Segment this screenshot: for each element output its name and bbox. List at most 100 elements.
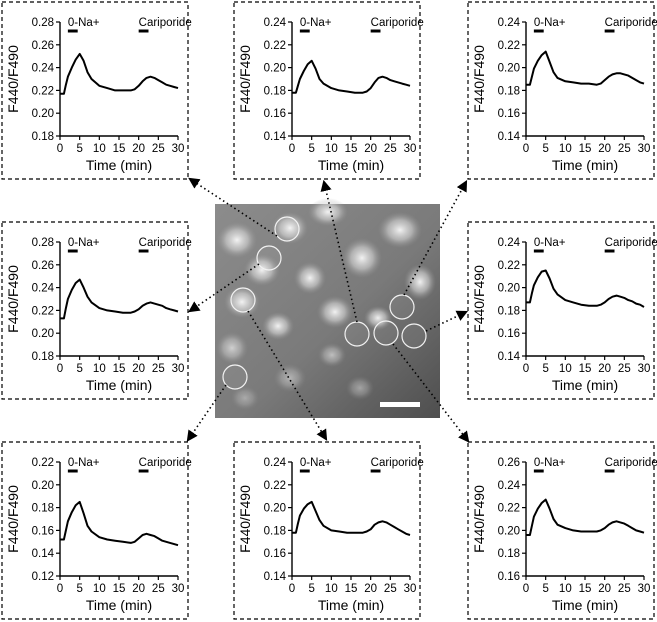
y-tick-label: 0.28 bbox=[32, 17, 54, 29]
y-tick-label: 0.24 bbox=[498, 237, 521, 249]
x-axis-title: Time (min) bbox=[86, 157, 152, 173]
pointer-arrows bbox=[186, 177, 470, 443]
y-tick-label: 0.22 bbox=[32, 305, 54, 317]
x-tick-label: 25 bbox=[618, 583, 631, 595]
trace-panel: 0 5 10 15 20 25 30 0.14 0.16 0.18 0.20 0.22 0.24 Time… bbox=[467, 1, 657, 180]
y-axis-title: F440/F490 bbox=[237, 45, 253, 113]
x-tick-label: 15 bbox=[579, 363, 592, 375]
x-tick-label: 20 bbox=[598, 363, 611, 375]
x-tick-label: 0 bbox=[289, 583, 295, 595]
x-tick-label: 5 bbox=[542, 143, 548, 155]
y-axis-title: F440/F490 bbox=[471, 45, 487, 113]
x-tick-label: 10 bbox=[325, 583, 338, 595]
x-tick-label: 10 bbox=[93, 363, 106, 375]
x-tick-label: 15 bbox=[113, 363, 126, 375]
x-tick-label: 5 bbox=[542, 583, 548, 595]
trace-panel: 0 5 10 15 20 25 30 0.14 0.16 0.18 0.20 0.22 0.24 Time… bbox=[233, 441, 424, 620]
roi-circle bbox=[373, 320, 399, 346]
y-tick-label: 0.22 bbox=[498, 40, 520, 52]
y-tick-label: 0.16 bbox=[498, 108, 520, 120]
x-tick-label: 15 bbox=[113, 143, 126, 155]
x-tick-label: 0 bbox=[523, 583, 529, 595]
x-axis-title: Time (min) bbox=[552, 157, 618, 173]
x-tick-label: 10 bbox=[559, 363, 572, 375]
stimulus-label: Cariporide bbox=[605, 237, 657, 249]
pointer-arrow bbox=[403, 180, 468, 296]
x-tick-label: 5 bbox=[308, 583, 314, 595]
panel-border bbox=[1, 1, 189, 180]
y-tick-label: 0.16 bbox=[498, 328, 520, 340]
y-tick-label: 0.14 bbox=[32, 548, 55, 560]
x-tick-label: 5 bbox=[76, 143, 82, 155]
y-axis-title: F440/F490 bbox=[471, 485, 487, 553]
x-tick-label: 30 bbox=[172, 143, 185, 155]
y-tick-label: 0.20 bbox=[32, 328, 54, 340]
y-tick-label: 0.18 bbox=[264, 85, 286, 97]
roi-circle bbox=[256, 245, 282, 271]
x-axis-title: Time (min) bbox=[86, 377, 152, 393]
x-tick-label: 0 bbox=[523, 363, 529, 375]
y-tick-label: 0.20 bbox=[32, 480, 54, 492]
stimulus-label: 0-Na+ bbox=[300, 457, 332, 469]
x-tick-label: 5 bbox=[76, 363, 82, 375]
y-tick-label: 0.22 bbox=[264, 480, 286, 492]
y-axis-title: F440/F490 bbox=[5, 485, 21, 553]
y-tick-label: 0.12 bbox=[32, 571, 54, 583]
y-tick-label: 0.18 bbox=[32, 503, 54, 515]
x-tick-label: 10 bbox=[325, 143, 338, 155]
y-tick-label: 0.16 bbox=[264, 108, 286, 120]
panel-border bbox=[233, 441, 421, 620]
panel-border bbox=[1, 221, 189, 400]
y-tick-label: 0.14 bbox=[498, 131, 521, 143]
x-tick-label: 0 bbox=[57, 363, 63, 375]
y-tick-label: 0.22 bbox=[498, 260, 520, 272]
y-tick-label: 0.14 bbox=[498, 351, 521, 363]
x-tick-label: 10 bbox=[93, 583, 106, 595]
x-tick-label: 20 bbox=[598, 583, 611, 595]
roi-circle bbox=[274, 216, 300, 242]
x-tick-label: 5 bbox=[542, 363, 548, 375]
stimulus-label: Cariporide bbox=[139, 457, 192, 469]
pointer-arrow bbox=[320, 179, 358, 323]
x-tick-label: 10 bbox=[93, 143, 106, 155]
x-axis-title: Time (min) bbox=[86, 597, 152, 613]
x-tick-label: 30 bbox=[638, 143, 651, 155]
stimulus-label: 0-Na+ bbox=[68, 457, 100, 469]
trace-panel: 0 5 10 15 20 25 30 0.12 0.14 0.16 0.18 0.20 0.22 Time… bbox=[1, 441, 192, 620]
y-tick-label: 0.18 bbox=[32, 131, 54, 143]
y-axis-title: F440/F490 bbox=[471, 265, 487, 333]
x-tick-label: 30 bbox=[404, 143, 417, 155]
y-axis-title: F440/F490 bbox=[5, 45, 21, 113]
x-tick-label: 30 bbox=[172, 363, 185, 375]
y-tick-label: 0.16 bbox=[32, 525, 54, 537]
y-tick-label: 0.14 bbox=[264, 571, 287, 583]
y-tick-label: 0.24 bbox=[264, 457, 287, 469]
scale-bar bbox=[380, 402, 420, 407]
ratio-trace bbox=[526, 269, 645, 308]
x-tick-label: 0 bbox=[57, 583, 63, 595]
y-tick-label: 0.18 bbox=[498, 305, 520, 317]
ratio-trace bbox=[526, 498, 645, 536]
x-axis-title: Time (min) bbox=[552, 377, 618, 393]
stimulus-label: 0-Na+ bbox=[534, 237, 566, 249]
y-tick-label: 0.26 bbox=[32, 260, 54, 272]
x-tick-label: 15 bbox=[579, 583, 592, 595]
ratio-trace bbox=[292, 59, 411, 94]
roi-circle bbox=[401, 323, 427, 349]
x-axis-title: Time (min) bbox=[318, 597, 384, 613]
ratio-trace bbox=[60, 52, 179, 95]
pointer-arrow bbox=[188, 177, 278, 237]
y-tick-label: 0.18 bbox=[498, 548, 520, 560]
stimulus-label: Cariporide bbox=[371, 457, 424, 469]
ratio-trace bbox=[526, 50, 645, 86]
x-tick-label: 20 bbox=[364, 143, 377, 155]
y-tick-label: 0.22 bbox=[264, 40, 286, 52]
x-axis-title: Time (min) bbox=[552, 597, 618, 613]
y-tick-label: 0.26 bbox=[498, 457, 520, 469]
x-tick-label: 20 bbox=[132, 143, 145, 155]
x-tick-label: 25 bbox=[152, 363, 165, 375]
stimulus-label: Cariporide bbox=[605, 457, 657, 469]
x-tick-label: 25 bbox=[618, 143, 631, 155]
